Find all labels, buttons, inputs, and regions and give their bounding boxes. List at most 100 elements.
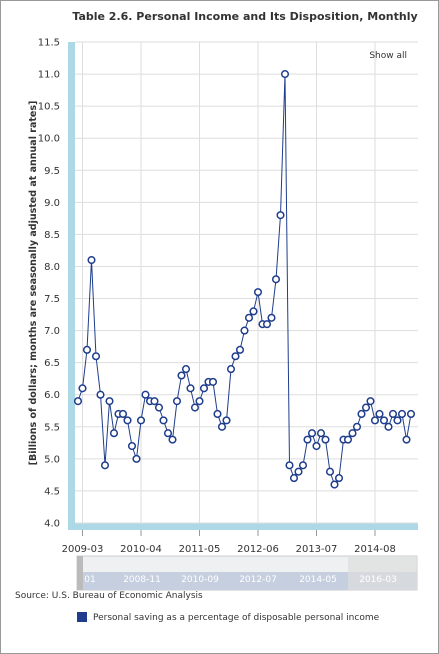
navigator-area xyxy=(77,572,417,590)
data-point xyxy=(186,384,195,393)
y-axis-label: [Billions of dollars; months are seasona… xyxy=(28,101,39,466)
data-point xyxy=(393,416,402,425)
data-point xyxy=(159,416,168,425)
navigator-handle[interactable] xyxy=(77,556,83,590)
data-point xyxy=(177,371,186,380)
navigator-label: 2012-07 xyxy=(239,575,277,585)
data-point xyxy=(361,403,371,412)
data-point xyxy=(244,313,254,322)
data-point xyxy=(235,345,245,354)
data-point xyxy=(294,467,303,476)
data-point xyxy=(226,365,236,374)
data-point xyxy=(73,397,83,406)
navigator-label: 2016-03 xyxy=(359,575,397,585)
data-point xyxy=(136,416,146,425)
data-point xyxy=(154,403,164,412)
data-point xyxy=(199,384,209,393)
y-scroll-bar xyxy=(68,42,75,530)
data-point xyxy=(271,275,281,284)
x-scroll-bar xyxy=(68,523,418,530)
y-tick-label: 4.0 xyxy=(44,519,60,530)
chart-title: Table 2.6. Personal Income and Its Dispo… xyxy=(72,10,417,23)
show-all[interactable]: Show all xyxy=(369,51,407,61)
data-point xyxy=(118,409,128,419)
y-tick-label: 6.5 xyxy=(44,358,60,369)
y-tick-label: 7.5 xyxy=(44,294,60,305)
navigator-label: 2010-09 xyxy=(181,575,219,585)
data-point xyxy=(316,429,326,438)
data-point xyxy=(330,480,339,489)
data-point xyxy=(123,416,132,425)
data-point xyxy=(231,352,240,361)
data-point xyxy=(375,409,384,419)
y-tick-label: 8.5 xyxy=(44,230,60,241)
data-point xyxy=(352,422,362,431)
data-point xyxy=(276,211,285,220)
data-point xyxy=(298,461,308,470)
x-tick-label: 2014-08 xyxy=(354,544,396,555)
data-point xyxy=(406,409,416,419)
data-point xyxy=(132,454,141,463)
data-point xyxy=(195,397,204,406)
x-tick-label: 2012-06 xyxy=(237,544,279,555)
data-point xyxy=(217,422,227,431)
y-tick-label: 9.0 xyxy=(44,198,60,209)
data-point xyxy=(388,409,398,419)
data-point xyxy=(109,429,119,438)
data-point xyxy=(325,467,335,476)
data-point xyxy=(190,403,200,412)
data-point xyxy=(150,397,159,406)
y-tick-label: 11.0 xyxy=(38,70,60,81)
x-tick-label: 2011-05 xyxy=(179,544,221,555)
data-point xyxy=(100,461,110,470)
data-point xyxy=(163,429,173,438)
data-point xyxy=(262,320,272,329)
data-point xyxy=(78,384,87,393)
data-point xyxy=(334,474,344,483)
y-tick-label: 4.5 xyxy=(44,486,60,497)
data-point xyxy=(312,441,321,451)
y-tick-label: 11.5 xyxy=(38,38,60,49)
data-point xyxy=(307,429,317,438)
data-point xyxy=(96,390,105,399)
x-tick-label: 2013-07 xyxy=(296,544,338,555)
data-point xyxy=(285,461,294,470)
x-tick-label: 2009-03 xyxy=(62,544,104,555)
data-point xyxy=(91,352,101,361)
data-point xyxy=(181,365,191,374)
data-point xyxy=(222,416,231,425)
data-point xyxy=(249,307,258,316)
data-point xyxy=(267,313,276,322)
data-point xyxy=(370,416,380,425)
data-point xyxy=(141,390,150,399)
data-point xyxy=(357,409,366,419)
data-point xyxy=(240,326,249,335)
data-point xyxy=(172,397,182,406)
data-point xyxy=(343,435,353,444)
data-point xyxy=(303,435,312,444)
y-tick-label: 7.0 xyxy=(44,326,60,337)
data-point xyxy=(402,435,411,444)
data-point xyxy=(379,416,389,425)
y-tick-label: 9.5 xyxy=(44,166,60,177)
data-point xyxy=(213,409,222,419)
data-point xyxy=(384,422,393,431)
y-tick-label: 5.0 xyxy=(44,454,60,465)
y-tick-label: 10.5 xyxy=(38,102,60,113)
navigator-label: 2014-05 xyxy=(299,575,337,585)
data-point xyxy=(321,435,330,444)
data-point xyxy=(82,345,92,354)
y-tick-label: 10.0 xyxy=(38,134,60,145)
legend-label[interactable]: Personal saving as a percentage of dispo… xyxy=(93,613,380,623)
navigator-mask xyxy=(348,556,417,590)
data-point xyxy=(87,256,96,265)
data-point xyxy=(289,474,299,483)
y-tick-label: 6.0 xyxy=(44,390,60,401)
navigator-label: 01 xyxy=(84,575,95,585)
data-point xyxy=(366,397,375,406)
data-point xyxy=(348,429,357,438)
y-tick-label: 5.5 xyxy=(44,422,60,433)
navigator-label: 2008-11 xyxy=(123,575,161,585)
source: Source: U.S. Bureau of Economic Analysis xyxy=(15,591,203,601)
